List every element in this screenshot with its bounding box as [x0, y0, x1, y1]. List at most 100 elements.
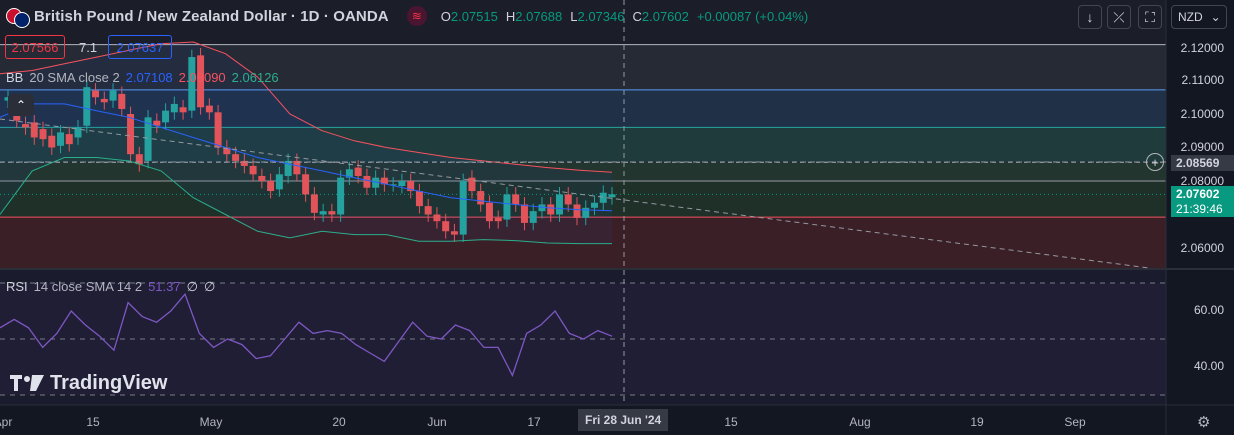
time-axis-label: Jun	[427, 415, 447, 429]
time-axis-label: May	[199, 415, 223, 429]
price-axis-label: 2.12000	[1180, 41, 1224, 55]
rsi-axis-label: 60.00	[1193, 303, 1224, 317]
candle-body	[74, 127, 82, 138]
candle-body	[197, 55, 205, 108]
bb-fill	[0, 42, 612, 244]
candle-body	[267, 181, 275, 192]
candle-body	[83, 87, 91, 126]
candle-body	[153, 120, 161, 126]
settings-gear-icon[interactable]: ⚙	[1197, 414, 1211, 431]
candle-body	[442, 221, 450, 232]
candle-body	[118, 93, 126, 109]
crosshair-date-tag: Fri 28 Jun '24	[578, 409, 669, 431]
candle-body	[319, 211, 327, 215]
rsi-legend[interactable]: RSI 14 close SMA 14 2 51.37 ∅ ∅	[6, 279, 215, 295]
candle-body	[547, 204, 555, 215]
bb-legend[interactable]: BB 20 SMA close 2 2.07108 2.08090 2.0612…	[6, 70, 279, 85]
time-axis-label: 19	[970, 415, 984, 429]
candle-body	[564, 194, 572, 205]
candle-body	[127, 114, 135, 155]
candle-body	[555, 194, 563, 215]
collapse-arrows-icon[interactable]: ⤫	[1107, 5, 1131, 29]
candle-body	[65, 134, 73, 145]
candle-body	[424, 206, 432, 215]
candle-body	[407, 181, 415, 192]
currency-select[interactable]: NZD ⌄	[1171, 5, 1227, 29]
candle-body	[30, 122, 38, 138]
countdown-tag: 21:39:46	[1171, 201, 1234, 217]
high-value: 2.07688	[515, 8, 563, 24]
rsi-value: 51.37	[148, 279, 181, 294]
time-axis-label: 20	[332, 415, 346, 429]
candle-body	[214, 112, 222, 148]
candle-body	[459, 181, 467, 235]
candle-body	[275, 174, 283, 190]
time-axis-label: Aug	[849, 415, 871, 429]
rsi-params: 14 close SMA 14 2	[33, 279, 143, 294]
candle-body	[48, 135, 56, 148]
candle-body	[328, 211, 336, 215]
market-closed-icon[interactable]: ≋	[406, 6, 427, 26]
candle-body	[170, 103, 178, 113]
time-axis-label: Sep	[1064, 415, 1086, 429]
buy-button[interactable]: 2.07637	[108, 35, 172, 59]
candle-body	[179, 107, 187, 113]
trend-projection-line	[0, 118, 1151, 269]
candle-body	[284, 160, 292, 176]
price-axis-label: 2.09000	[1180, 140, 1224, 154]
bb-basis-value: 2.07108	[125, 70, 173, 85]
candle-body	[232, 154, 240, 161]
close-value: 2.07602	[641, 8, 689, 24]
collapse-legend-icon[interactable]: ⌃	[8, 94, 34, 116]
change-value: +0.00087 (+0.04%)	[696, 8, 809, 24]
candle-body	[109, 90, 117, 101]
price-axis-label: 2.06000	[1180, 241, 1224, 255]
candle-body	[205, 105, 213, 113]
candle-body	[503, 194, 511, 220]
spread-value: 7.1	[79, 40, 98, 55]
candle-body	[372, 177, 380, 188]
time-axis-label: Apr	[0, 415, 13, 429]
price-axis-label: 2.10000	[1180, 107, 1224, 121]
candle-body	[538, 204, 546, 212]
arrow-down-icon[interactable]: ↓	[1078, 5, 1102, 29]
candle-body	[240, 160, 248, 166]
fullscreen-icon[interactable]: ⛶	[1138, 5, 1162, 29]
candle-body	[608, 194, 616, 198]
candle-body	[529, 211, 537, 223]
time-axis-label: 17	[527, 415, 541, 429]
bb-upper-value: 2.08090	[178, 70, 226, 85]
tradingview-logo-icon	[10, 374, 44, 391]
candle-body	[92, 90, 100, 98]
add-alert-icon[interactable]: +	[1146, 153, 1164, 171]
currency-pair-flag-icon	[6, 6, 30, 28]
time-axis-label: 15	[724, 415, 738, 429]
ohlc-values: O2.07515 H2.07688 L2.07346 C2.07602 +0.0…	[440, 8, 809, 24]
bb-params: 20 SMA close 2	[29, 70, 120, 85]
candle-body	[415, 191, 423, 207]
price-zone	[0, 217, 1166, 268]
chart-header: British Pound / New Zealand Dollar · 1D …	[6, 6, 809, 28]
time-axis-label: 15	[86, 415, 100, 429]
symbol-title[interactable]: British Pound / New Zealand Dollar · 1D …	[34, 7, 389, 25]
candle-body	[485, 202, 493, 222]
candle-body	[433, 214, 441, 222]
rsi-name: RSI	[6, 279, 28, 294]
candle-body	[337, 177, 345, 215]
candle-body	[363, 175, 371, 188]
candle-body	[389, 184, 397, 186]
price-axis-label: 2.08000	[1180, 174, 1224, 188]
bb-basis-line	[0, 103, 613, 212]
rsi-ma2-value: ∅	[203, 279, 216, 294]
candle-body	[293, 160, 301, 175]
candle-body	[310, 194, 318, 213]
candle-body	[188, 57, 196, 111]
candle-body	[302, 174, 310, 195]
price-zone	[0, 127, 1166, 163]
candle-body	[380, 177, 388, 185]
candle-body	[573, 204, 581, 218]
sell-button[interactable]: 2.07566	[5, 35, 65, 59]
bb-lower-line	[0, 157, 612, 245]
candle-body	[100, 98, 108, 103]
